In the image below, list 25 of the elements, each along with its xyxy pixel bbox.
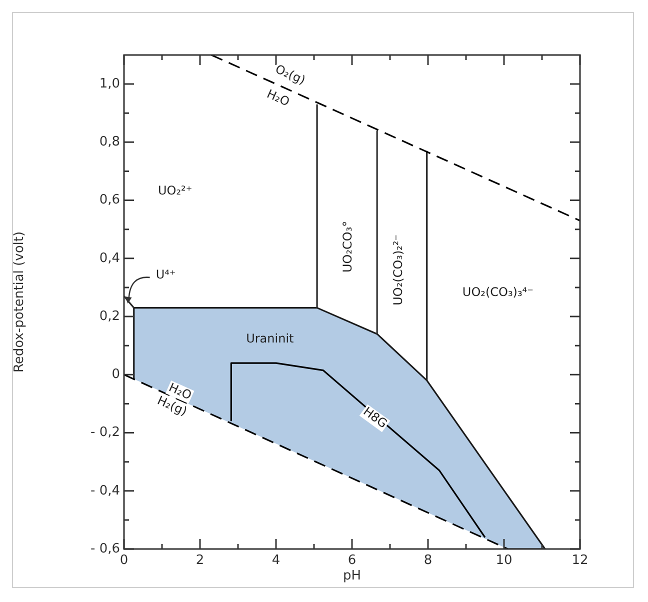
x-tick-label: 6 — [348, 553, 356, 568]
x-axis-title: pH — [342, 568, 362, 584]
annotation: UO₂(CO₃)₃⁴⁻ — [462, 285, 534, 300]
x-tick-label: 12 — [572, 553, 588, 568]
y-axis-title: Redox-potential (volt) — [12, 231, 28, 373]
x-tick-label: 4 — [272, 553, 280, 568]
annotation: U⁴⁺ — [156, 268, 176, 282]
annotation: O₂(g) — [273, 62, 308, 88]
y-tick-label: - 0,6 — [90, 541, 120, 556]
y-tick-label: 0,4 — [99, 250, 120, 266]
annotation: UO₂²⁺ — [158, 183, 192, 198]
y-tick-label: 0,2 — [99, 308, 120, 324]
y-tick-label: 0,8 — [99, 134, 120, 150]
y-tick-label: 0,6 — [99, 192, 120, 208]
x-tick-label: 8 — [424, 553, 432, 568]
x-tick-label: 2 — [196, 553, 204, 568]
x-tick-label: 10 — [496, 553, 512, 568]
y-tick-label: 0 — [112, 367, 120, 382]
y-tick-label: - 0,2 — [90, 425, 120, 440]
y-tick-label: - 0,4 — [90, 483, 120, 498]
annotation: UO₂(CO₃)₂²⁻ — [391, 234, 406, 306]
y-tick-label: 1,0 — [99, 76, 120, 92]
annotation: UO₂CO₃° — [340, 220, 354, 273]
annotation: H₂O — [264, 86, 292, 109]
annotation: Uraninit — [246, 332, 294, 346]
